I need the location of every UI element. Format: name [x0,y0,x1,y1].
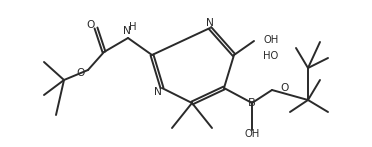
Text: HO: HO [263,51,278,61]
Text: N: N [123,26,131,36]
Text: N: N [154,87,162,97]
Text: H: H [129,22,137,32]
Text: O: O [281,83,289,93]
Text: O: O [87,20,95,30]
Text: OH: OH [264,35,279,45]
Text: B: B [248,98,256,108]
Text: O: O [77,68,85,78]
Text: OH: OH [244,129,260,139]
Text: N: N [206,18,214,28]
